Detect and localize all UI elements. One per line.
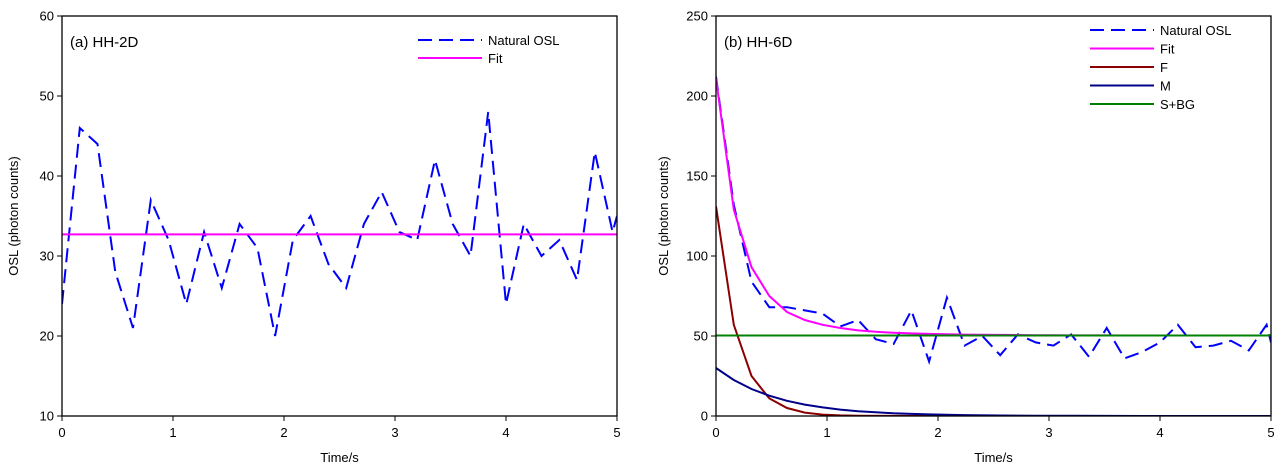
legend-label: Fit (1160, 42, 1175, 57)
x-tick-label: 4 (1156, 425, 1163, 440)
legend-label: S+BG (1160, 97, 1195, 112)
x-tick-label: 1 (823, 425, 830, 440)
x-tick-label: 4 (502, 425, 509, 440)
x-axis-label: Time/s (320, 450, 359, 465)
y-tick-label: 250 (686, 9, 708, 24)
y-tick-label: 40 (40, 169, 54, 184)
y-axis-label: OSL (photon counts) (6, 156, 21, 275)
x-tick-label: 2 (934, 425, 941, 440)
x-tick-label: 0 (712, 425, 719, 440)
legend-label: Fit (488, 51, 503, 66)
plot-frame (715, 15, 1272, 417)
y-tick-label: 150 (686, 169, 708, 184)
y-tick-label: 50 (40, 89, 54, 104)
series-line-natural-osl (62, 111, 617, 337)
legend: Natural OSL Fit (418, 33, 560, 66)
y-tick-label: 200 (686, 89, 708, 104)
y-tick-label: 100 (686, 249, 708, 264)
panel-label: (a) HH-2D (70, 34, 139, 51)
y-axis-label: OSL (photon counts) (656, 156, 671, 275)
x-tick-label: 1 (169, 425, 176, 440)
x-tick-label: 5 (613, 425, 620, 440)
legend-label: F (1160, 60, 1168, 75)
legend-label: Natural OSL (488, 33, 560, 48)
series-line-fit (716, 78, 1271, 337)
y-tick-label: 30 (40, 249, 54, 264)
x-axis-label: Time/s (974, 450, 1013, 465)
series-line-natural-osl (716, 76, 1271, 365)
x-tick-label: 2 (280, 425, 287, 440)
plot-frame (61, 15, 618, 417)
legend-label: M (1160, 79, 1171, 94)
x-tick-label: 5 (1267, 425, 1274, 440)
y-tick-label: 60 (40, 9, 54, 24)
y-tick-label: 20 (40, 329, 54, 344)
x-tick-label: 3 (1045, 425, 1052, 440)
series-line-m (716, 367, 1271, 416)
series-line-f (716, 206, 1271, 416)
panel-label: (b) HH-6D (724, 34, 793, 51)
y-tick-label: 50 (694, 329, 708, 344)
chart-panel-a: 0 1 2 3 4 5 10 20 30 40 50 60 Time/s OSL (photon coun… (6, 9, 621, 466)
y-tick-label: 0 (701, 409, 708, 424)
y-tick-label: 10 (40, 409, 54, 424)
legend-label: Natural OSL (1160, 23, 1232, 38)
x-tick-label: 3 (391, 425, 398, 440)
legend: Natural OSL Fit FM S+BG (1090, 23, 1232, 112)
x-tick-label: 0 (58, 425, 65, 440)
